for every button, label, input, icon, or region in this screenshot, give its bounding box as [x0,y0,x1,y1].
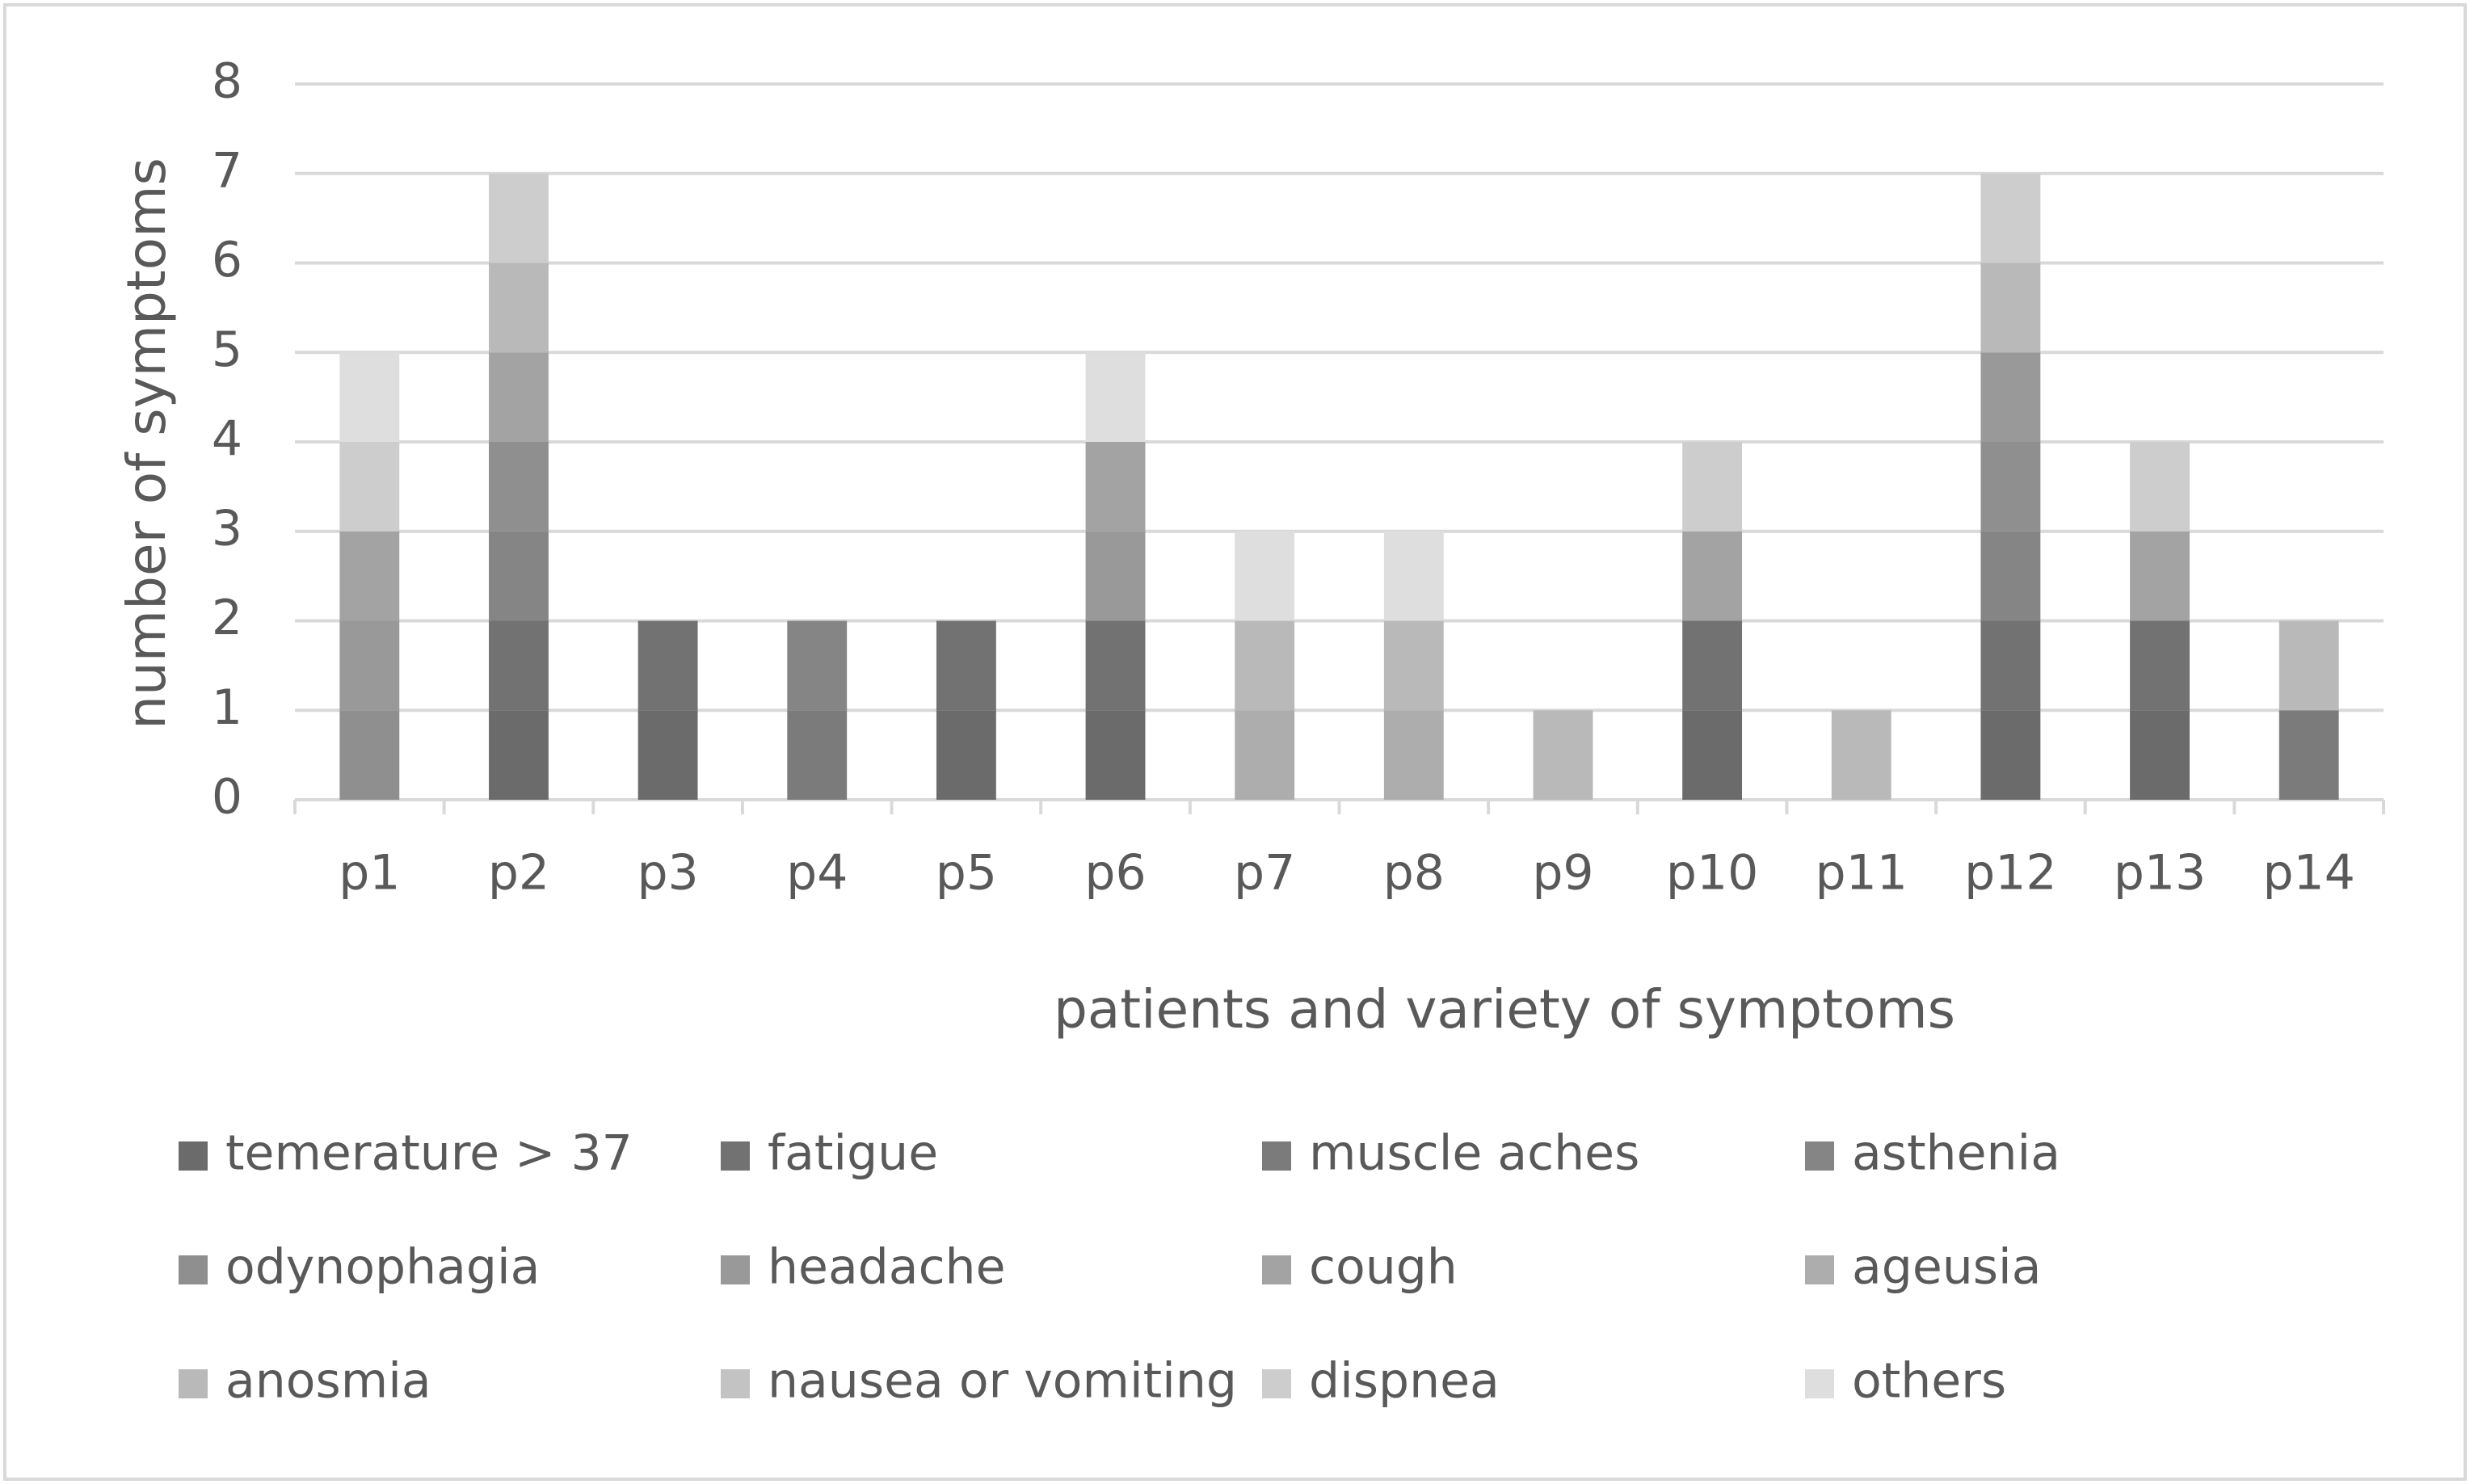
x-tick-label: p1 [339,845,400,902]
legend-swatch [1805,1255,1834,1284]
x-tick-label: p12 [1964,845,2056,902]
bar-segment [1383,710,1444,800]
y-tick-label: 5 [212,322,242,378]
x-tick-label: p3 [637,845,698,902]
y-tick-label: 4 [212,411,242,468]
bar-segment [1383,531,1444,621]
x-tick-label: p5 [936,845,997,902]
bar-segment [1235,710,1295,800]
bar-segment [339,531,400,621]
legend-swatch [1262,1255,1291,1284]
bar-segment [1980,710,2041,800]
x-tick-label: p2 [488,845,549,902]
legend-label: asthenia [1852,1125,2060,1182]
bar-segment [1085,531,1146,621]
x-tick-label: p4 [786,845,848,902]
legend-label: nausea or vomiting [768,1353,1237,1410]
bar-segment [339,442,400,532]
legend-label: cough [1309,1239,1458,1296]
bar-segment [637,710,698,800]
bar-segment [1682,442,1743,532]
legend-label: anosmia [225,1353,431,1410]
bar-segment [787,710,848,800]
x-axis-title: patients and variety of symptoms [1054,978,1955,1040]
bar-segment [1980,173,2041,263]
legend-label: ageusia [1852,1239,2042,1296]
bar-segment [2130,442,2190,532]
bar-segment [339,710,400,800]
legend-swatch [1262,1141,1291,1171]
bar-segment [1831,710,1891,800]
bar-segment [1085,442,1146,532]
legend-label: odynophagia [225,1239,540,1296]
bar-segment [1980,620,2041,711]
legend-swatch [1805,1369,1834,1398]
bar-segment [489,352,549,442]
x-tick-label: p11 [1816,845,1908,902]
bar-segment [489,173,549,263]
bar-segment [1682,710,1743,800]
x-tick-label: p7 [1234,845,1295,902]
legend-swatch [721,1141,750,1171]
y-tick-label: 7 [212,142,242,199]
bar-segment [489,442,549,532]
x-tick-label: p10 [1666,845,1758,902]
legend-swatch [1262,1369,1291,1398]
bar-segment [1533,710,1593,800]
bar-segment [339,352,400,442]
y-axis-title: number of symptoms [116,158,178,729]
bar-segment [489,620,549,711]
bar-segment [1980,352,2041,442]
bar-segment [489,531,549,621]
legend-label: fatigue [768,1125,938,1182]
legend-label: others [1852,1353,2006,1410]
bar-segment [2130,531,2190,621]
bar-segment [1682,531,1743,621]
x-tick-label: p14 [2262,845,2354,902]
x-tick-label: p9 [1532,845,1593,902]
bar-segment [1383,620,1444,711]
bar-segment [1980,263,2041,353]
legend-swatch [721,1255,750,1284]
bar-segment [1980,531,2041,621]
legend-label: headache [768,1239,1006,1296]
bar-segment [2279,620,2339,711]
bar-segment [2130,710,2190,800]
bar-segment [1682,620,1743,711]
bar-segment [489,263,549,353]
legend-swatch [179,1369,208,1398]
y-tick-label: 0 [212,769,242,826]
bar-segment [1980,442,2041,532]
legend-swatch [179,1141,208,1171]
bar-segment [2130,620,2190,711]
legend-swatch [1805,1141,1834,1171]
bar-segment [936,620,996,711]
bar-segment [1085,620,1146,711]
legend-label: dispnea [1309,1353,1500,1410]
y-tick-label: 1 [212,679,242,736]
bar-segment [1085,710,1146,800]
bar-segment [489,710,549,800]
y-tick-label: 3 [212,500,242,557]
x-tick-label: p6 [1084,845,1146,902]
x-tick-label: p8 [1383,845,1445,902]
x-tick-label: p13 [2114,845,2206,902]
legend-swatch [179,1255,208,1284]
bar-segment [787,620,848,711]
legend-swatch [721,1369,750,1398]
y-tick-label: 6 [212,232,242,288]
bar-segment [1235,620,1295,711]
bar-segment [637,620,698,711]
legend-label: muscle aches [1309,1125,1639,1182]
legend-label: temerature > 37 [225,1125,633,1182]
bar-segment [1085,352,1146,442]
bar-segment [339,620,400,711]
bar-segment [1235,531,1295,621]
y-tick-label: 2 [212,590,242,646]
bar-segment [2279,710,2339,800]
y-tick-label: 8 [212,53,242,110]
bar-segment [936,710,996,800]
